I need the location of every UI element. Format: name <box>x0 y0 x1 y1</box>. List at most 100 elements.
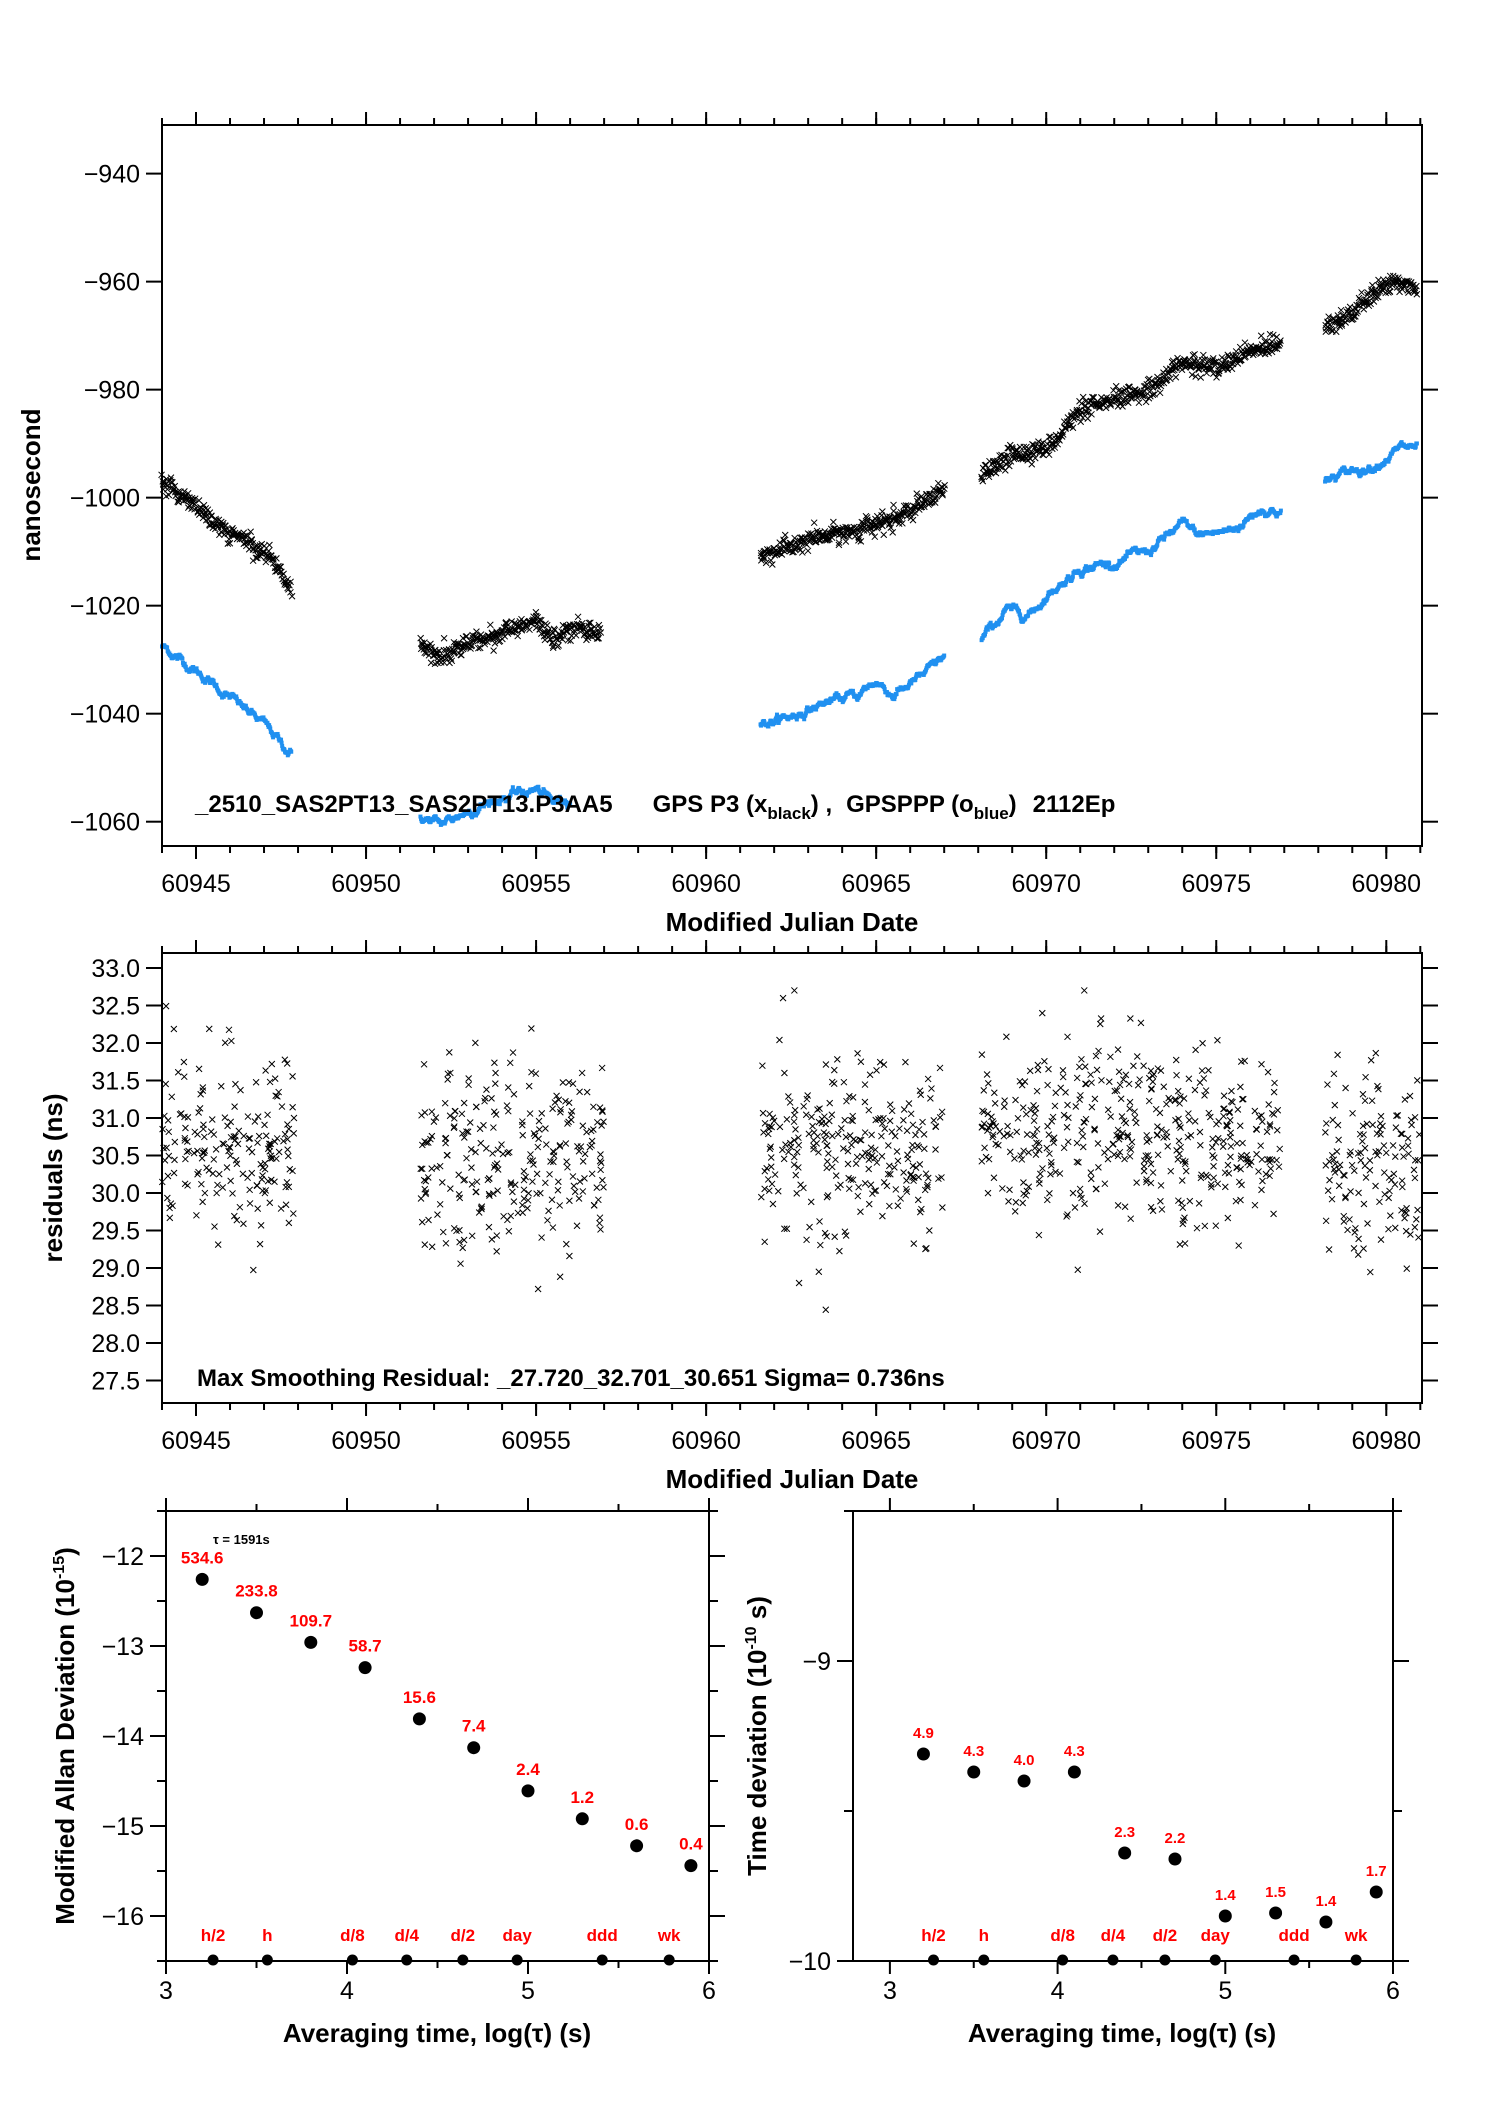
blue-point <box>1262 510 1267 515</box>
residual-x-point <box>932 1146 939 1153</box>
x-tick-label: 5 <box>521 1977 535 2005</box>
residual-x-point <box>1401 1208 1409 1216</box>
blue-point <box>892 697 897 702</box>
black-x-point <box>804 547 812 555</box>
black-x-point <box>1004 452 1011 459</box>
residual-x-point <box>488 1095 495 1102</box>
blue-point <box>221 694 226 699</box>
black-x-point <box>1166 375 1174 383</box>
y-tick-label: −980 <box>84 377 140 405</box>
residual-x-point <box>266 1199 274 1207</box>
blue-point <box>1191 523 1196 528</box>
residual-x-point <box>442 1239 450 1247</box>
time-marker-label: d/8 <box>1050 1926 1075 1945</box>
residual-x-point <box>1251 1107 1259 1115</box>
residual-x-point <box>503 1102 511 1109</box>
residual-x-point <box>1268 1109 1276 1117</box>
residual-x-point <box>1376 1198 1383 1206</box>
tdev-axes: 3 4 5 6−9−10 <box>789 1498 1409 2005</box>
residual-x-point <box>938 1174 945 1181</box>
residual-x-point <box>209 1170 217 1177</box>
legend-prefix: _2510_SAS2PT13_SAS2PT13.P3AA5 <box>194 791 613 818</box>
blue-point <box>536 784 541 789</box>
residual-x-point <box>909 1162 917 1170</box>
residual-x-point <box>1031 1132 1039 1140</box>
residual-x-point <box>1063 1123 1071 1131</box>
residual-x-point <box>498 1141 505 1148</box>
point-value-label: 1.5 <box>1265 1884 1286 1901</box>
black-x-point <box>287 588 294 596</box>
residual-x-point <box>844 1160 852 1168</box>
residual-x-point <box>1107 1053 1114 1061</box>
black-x-point <box>1059 431 1067 438</box>
residual-x-point <box>428 1165 436 1172</box>
black-x-point <box>457 651 465 659</box>
black-x-point <box>181 492 189 500</box>
residual-x-point <box>1039 1165 1046 1172</box>
black-x-point <box>835 541 843 549</box>
residual-x-point <box>208 1116 216 1123</box>
blue-point <box>200 676 205 681</box>
residual-x-point <box>1087 1071 1094 1079</box>
residual-x-point <box>1167 1167 1175 1175</box>
blue-point <box>183 664 188 669</box>
residual-x-point <box>903 1177 910 1184</box>
residual-x-point <box>1349 1109 1356 1117</box>
black-x-point <box>761 555 769 562</box>
residual-x-point <box>450 1114 458 1122</box>
point-value-label: 58.7 <box>349 1637 382 1656</box>
residual-x-point <box>1362 1174 1370 1181</box>
residual-x-point <box>1060 1111 1068 1119</box>
deviation-point <box>1269 1906 1283 1920</box>
residual-x-point <box>505 1227 513 1235</box>
residual-x-point <box>1389 1142 1397 1149</box>
residual-x-point <box>549 1105 556 1113</box>
residual-x-point <box>1180 1217 1187 1224</box>
residual-x-point <box>534 1285 542 1293</box>
black-x-point <box>909 516 917 524</box>
residual-x-point <box>984 1127 991 1135</box>
residual-x-point <box>1171 1097 1179 1105</box>
black-x-point <box>1258 341 1266 349</box>
residual-x-point <box>1236 1122 1244 1130</box>
residual-x-point <box>795 1134 802 1142</box>
residual-x-point <box>831 1233 839 1241</box>
residual-x-point <box>589 1126 597 1133</box>
residual-x-point <box>1399 1183 1406 1191</box>
residual-x-point <box>886 1170 894 1178</box>
black-x-point <box>1188 371 1196 379</box>
residual-x-point <box>1071 1204 1079 1211</box>
blue-point <box>1107 561 1112 566</box>
residual-x-point <box>1208 1143 1216 1151</box>
residual-x-point <box>866 1071 874 1079</box>
residual-x-point <box>1152 1105 1160 1113</box>
residual-x-point <box>978 1051 986 1058</box>
residual-x-point <box>1104 1106 1112 1114</box>
residual-x-point <box>1118 1113 1126 1120</box>
residual-x-point <box>1377 1236 1385 1243</box>
residual-x-point <box>891 1164 898 1171</box>
blue-point <box>1236 529 1241 534</box>
residual-x-point <box>782 1141 789 1149</box>
residual-x-point <box>1047 1158 1055 1166</box>
time-series-frame <box>161 124 1423 847</box>
residual-x-point <box>1059 1067 1067 1074</box>
residual-x-point <box>1196 1079 1204 1086</box>
residual-x-point <box>228 1037 235 1045</box>
residual-x-point <box>1073 1074 1081 1082</box>
residual-x-point <box>865 1106 873 1114</box>
residual-x-point <box>563 1158 570 1165</box>
residual-x-point <box>795 1141 803 1149</box>
residual-x-point <box>800 1102 808 1110</box>
residual-x-point <box>1354 1251 1362 1259</box>
residual-x-point <box>1352 1224 1359 1232</box>
residual-x-point <box>197 1090 205 1098</box>
black-x-point <box>1382 289 1390 297</box>
residual-x-point <box>1335 1136 1342 1144</box>
residual-x-point <box>765 1187 773 1195</box>
residual-x-point <box>1154 1123 1161 1130</box>
blue-point <box>769 719 774 724</box>
residual-x-point <box>214 1241 222 1248</box>
residual-x-point <box>1324 1187 1332 1195</box>
residual-x-point <box>1124 1133 1132 1141</box>
